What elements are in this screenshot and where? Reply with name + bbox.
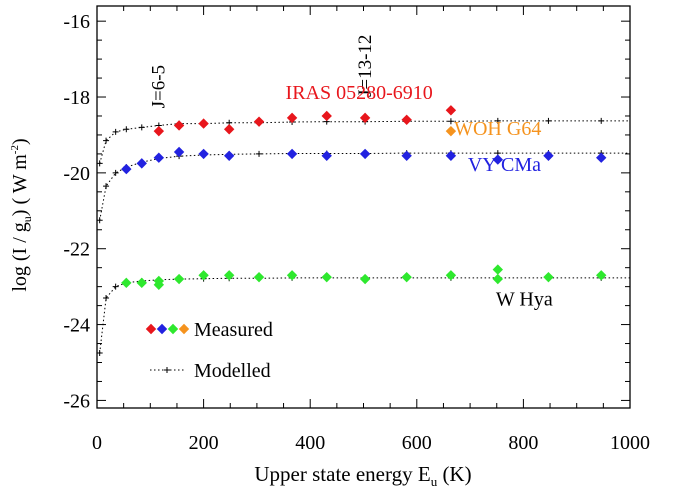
- data-point: [198, 270, 209, 281]
- data-point: [153, 125, 165, 137]
- model-point: [103, 137, 110, 144]
- data-point: [359, 148, 371, 160]
- data-point: [543, 271, 554, 283]
- x-axis-label-unit: (K): [437, 462, 471, 486]
- model-point: [256, 150, 263, 157]
- data-point: [198, 118, 209, 129]
- transition-annotation: J=13-12: [355, 35, 376, 97]
- model-point: [96, 350, 103, 357]
- data-point: [173, 146, 185, 158]
- series-label: VY CMa: [468, 154, 541, 176]
- data-points: [121, 105, 607, 290]
- series-label: WOH G64: [454, 118, 541, 140]
- text-labels: 0 200 400 600 800 1000 -16 -18 -20 -22 -24 -26 Upper…: [9, 11, 650, 489]
- model-point: [112, 128, 119, 135]
- model-point: [545, 117, 552, 124]
- model-point: [103, 183, 110, 190]
- data-point: [153, 152, 165, 163]
- y-tick-label: -24: [63, 315, 90, 337]
- y-tick-label: -20: [63, 163, 90, 185]
- x-axis-label-subscript: u: [431, 474, 438, 489]
- y-axis-label-part: ): [9, 138, 31, 145]
- model-point: [447, 118, 454, 125]
- data-point: [173, 120, 185, 131]
- y-tick-label: -16: [63, 11, 90, 33]
- data-point: [223, 124, 235, 135]
- x-tick-label: 0: [92, 432, 102, 454]
- legend-measured-marker: [156, 323, 168, 335]
- data-point: [286, 270, 298, 281]
- model-point: [112, 169, 119, 176]
- model-point: [96, 217, 103, 224]
- x-axis-label-main: Upper state energy E: [254, 462, 430, 486]
- series-label: W Hya: [496, 289, 553, 311]
- data-point: [136, 158, 147, 169]
- legend-measured-marker: [145, 323, 157, 335]
- data-point: [492, 154, 504, 165]
- x-tick-label: 600: [402, 432, 432, 454]
- data-point: [321, 150, 332, 162]
- x-tick-label: 400: [295, 432, 325, 454]
- data-point: [401, 271, 412, 283]
- axis-ticks: [96, 6, 631, 408]
- legend-measured-marker: [167, 323, 179, 335]
- x-tick-label: 800: [508, 432, 538, 454]
- data-point: [596, 270, 607, 281]
- y-axis-label-part: log (I / g: [9, 222, 31, 291]
- model-point: [123, 126, 130, 133]
- y-axis-label-subscript: u: [20, 216, 34, 222]
- data-point: [153, 279, 165, 290]
- data-point: [445, 125, 457, 137]
- data-point: [173, 273, 185, 285]
- y-tick-label: -22: [63, 239, 90, 261]
- legend-measured-label: Measured: [194, 319, 273, 341]
- x-tick-label: 1000: [610, 432, 650, 454]
- data-point: [543, 150, 554, 162]
- data-point: [286, 112, 298, 124]
- data-point: [121, 163, 132, 175]
- y-axis-label: log (I / gu) ( W m-2): [9, 138, 34, 291]
- data-point: [321, 271, 332, 283]
- data-point: [445, 105, 457, 116]
- y-tick-label: -18: [63, 87, 90, 109]
- transition-annotation: J=6-5: [148, 65, 169, 108]
- data-point: [492, 273, 504, 285]
- data-point: [321, 110, 332, 122]
- data-point: [492, 264, 504, 275]
- y-tick-label: -26: [63, 390, 90, 412]
- data-point: [121, 277, 132, 289]
- legend: Measured Modelled: [145, 319, 273, 382]
- series-label: IRAS 05280-6910: [286, 82, 433, 104]
- data-point: [596, 152, 607, 163]
- data-point: [136, 277, 147, 289]
- legend-measured-marker: [178, 323, 190, 335]
- model-point: [138, 124, 145, 131]
- data-point: [445, 150, 457, 162]
- data-point: [401, 114, 412, 125]
- data-point: [445, 270, 457, 281]
- data-point: [223, 150, 235, 162]
- model-point: [112, 283, 119, 290]
- x-tick-label: 200: [189, 432, 219, 454]
- data-point: [359, 273, 371, 285]
- model-point: [494, 117, 501, 124]
- data-point: [223, 270, 235, 281]
- y-axis-label-part: ) ( W m: [9, 154, 31, 216]
- data-point: [286, 148, 298, 160]
- x-axis-label: Upper state energy Eu (K): [254, 462, 471, 489]
- data-point: [253, 271, 265, 283]
- data-point: [359, 112, 371, 124]
- model-point: [598, 117, 605, 124]
- y-axis-label-superscript: -2: [9, 145, 21, 154]
- legend-modelled-marker: [164, 367, 170, 373]
- model-point: [103, 295, 110, 302]
- model-point: [96, 160, 103, 167]
- data-point: [253, 116, 265, 127]
- data-point: [401, 150, 412, 162]
- data-point: [198, 148, 209, 160]
- legend-modelled-label: Modelled: [194, 360, 271, 382]
